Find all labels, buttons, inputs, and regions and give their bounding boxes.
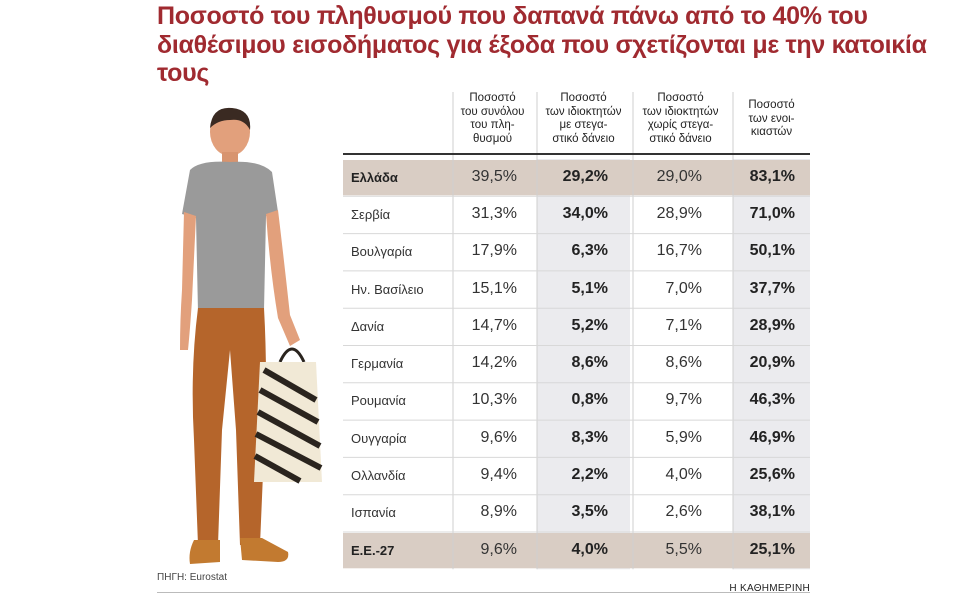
- row-label: Ελλάδα: [351, 169, 398, 185]
- row-label: Βουλγαρία: [351, 244, 413, 260]
- chart-title: Ποσοστό του πληθυσμού που δαπανά πάνω απ…: [157, 2, 927, 87]
- table-cell: 9,4%: [480, 466, 517, 484]
- table-cell: 39,5%: [471, 167, 517, 185]
- table-cell: 9,7%: [665, 391, 702, 409]
- table-cell: 16,7%: [656, 242, 702, 260]
- shirt-shape: [182, 161, 278, 312]
- row-label: Ολλανδία: [351, 468, 406, 484]
- table-cell: 25,1%: [749, 540, 795, 558]
- table-cell: 46,3%: [749, 391, 795, 409]
- right-arm-shape: [266, 210, 300, 346]
- hair-shape: [210, 107, 251, 130]
- table-cell: 5,2%: [571, 316, 608, 334]
- table-cell: 20,9%: [749, 354, 795, 372]
- left-shoe-shape: [189, 540, 220, 564]
- shaded-column-4: [733, 159, 810, 570]
- table-cell: 46,9%: [749, 428, 795, 446]
- table-cell: 17,9%: [471, 242, 517, 260]
- source-note: ΠΗΓΗ: Eurostat: [157, 572, 227, 583]
- row-label: Δανία: [351, 318, 385, 334]
- table-cell: 8,9%: [480, 503, 517, 521]
- publisher-logo: Η ΚΑΘΗΜΕΡΙΝΗ: [729, 583, 810, 594]
- column-header-1: Ποσοστό του συνόλου του πλη-θυσμού: [460, 92, 525, 145]
- row-label: Ε.Ε.-27: [351, 542, 395, 558]
- table-cell: 38,1%: [749, 503, 795, 521]
- table-cell: 31,3%: [471, 204, 517, 222]
- table-cell: 7,0%: [665, 279, 702, 297]
- table-cell: 5,5%: [665, 540, 702, 558]
- row-label: Ουγγαρία: [351, 430, 407, 446]
- table-cell: 2,6%: [665, 503, 702, 521]
- table-cell: 15,1%: [471, 279, 517, 297]
- table-cell: 10,3%: [471, 391, 517, 409]
- table-cell: 14,2%: [471, 354, 517, 372]
- column-header-2: Ποσοστό των ιδιοκτητών με στεγα-στικό δάνε…: [545, 92, 622, 145]
- table-cell: 71,0%: [749, 204, 795, 222]
- table-cell: 25,6%: [749, 466, 795, 484]
- table-cell: 4,0%: [571, 540, 608, 558]
- shaded-column-2: [537, 159, 630, 570]
- row-label: Ρουμανία: [351, 393, 406, 409]
- bag-handle-shape: [278, 347, 306, 363]
- table-cell: 9,6%: [480, 428, 517, 446]
- row-label: Ισπανία: [351, 505, 396, 521]
- table-cell: 28,9%: [749, 316, 795, 334]
- table-cell: 0,8%: [571, 391, 608, 409]
- man-with-shopping-bag-illustration: [180, 107, 323, 564]
- highlight-row-0: [343, 160, 810, 196]
- table-cell: 28,9%: [656, 204, 702, 222]
- highlight-row-10: [343, 533, 810, 569]
- table-cell: 37,7%: [749, 279, 795, 297]
- table-cell: 5,9%: [665, 428, 702, 446]
- footer-divider: [157, 592, 810, 593]
- table-cell: 7,1%: [665, 316, 702, 334]
- table-cell: 8,6%: [665, 354, 702, 372]
- table-cell: 8,6%: [571, 354, 608, 372]
- shopping-bag-icon: [253, 362, 323, 484]
- table-cell: 50,1%: [749, 242, 795, 260]
- trousers-shape: [192, 308, 266, 545]
- column-header-3: Ποσοστό των ιδιοκτητών χωρίς στεγα-στικό δ…: [642, 92, 719, 145]
- row-label: Γερμανία: [351, 356, 404, 372]
- table-cell: 29,2%: [562, 167, 608, 185]
- table-cell: 2,2%: [571, 466, 608, 484]
- table-cell: 5,1%: [571, 279, 608, 297]
- table-cell: 9,6%: [480, 540, 517, 558]
- table-cell: 3,5%: [571, 503, 608, 521]
- row-label: Ην. Βασίλειο: [351, 281, 424, 297]
- table-cell: 83,1%: [749, 167, 795, 185]
- table-cell: 14,7%: [471, 316, 517, 334]
- table-cell: 29,0%: [656, 167, 702, 185]
- column-header-4: Ποσοστό των ενοι-κιαστών: [748, 99, 795, 138]
- table-cell: 34,0%: [562, 204, 608, 222]
- table-cell: 8,3%: [571, 428, 608, 446]
- left-arm-shape: [180, 212, 196, 350]
- table-cell: 4,0%: [665, 466, 702, 484]
- right-shoe-shape: [240, 538, 289, 562]
- row-label: Σερβία: [351, 206, 391, 222]
- table-cell: 6,3%: [571, 242, 608, 260]
